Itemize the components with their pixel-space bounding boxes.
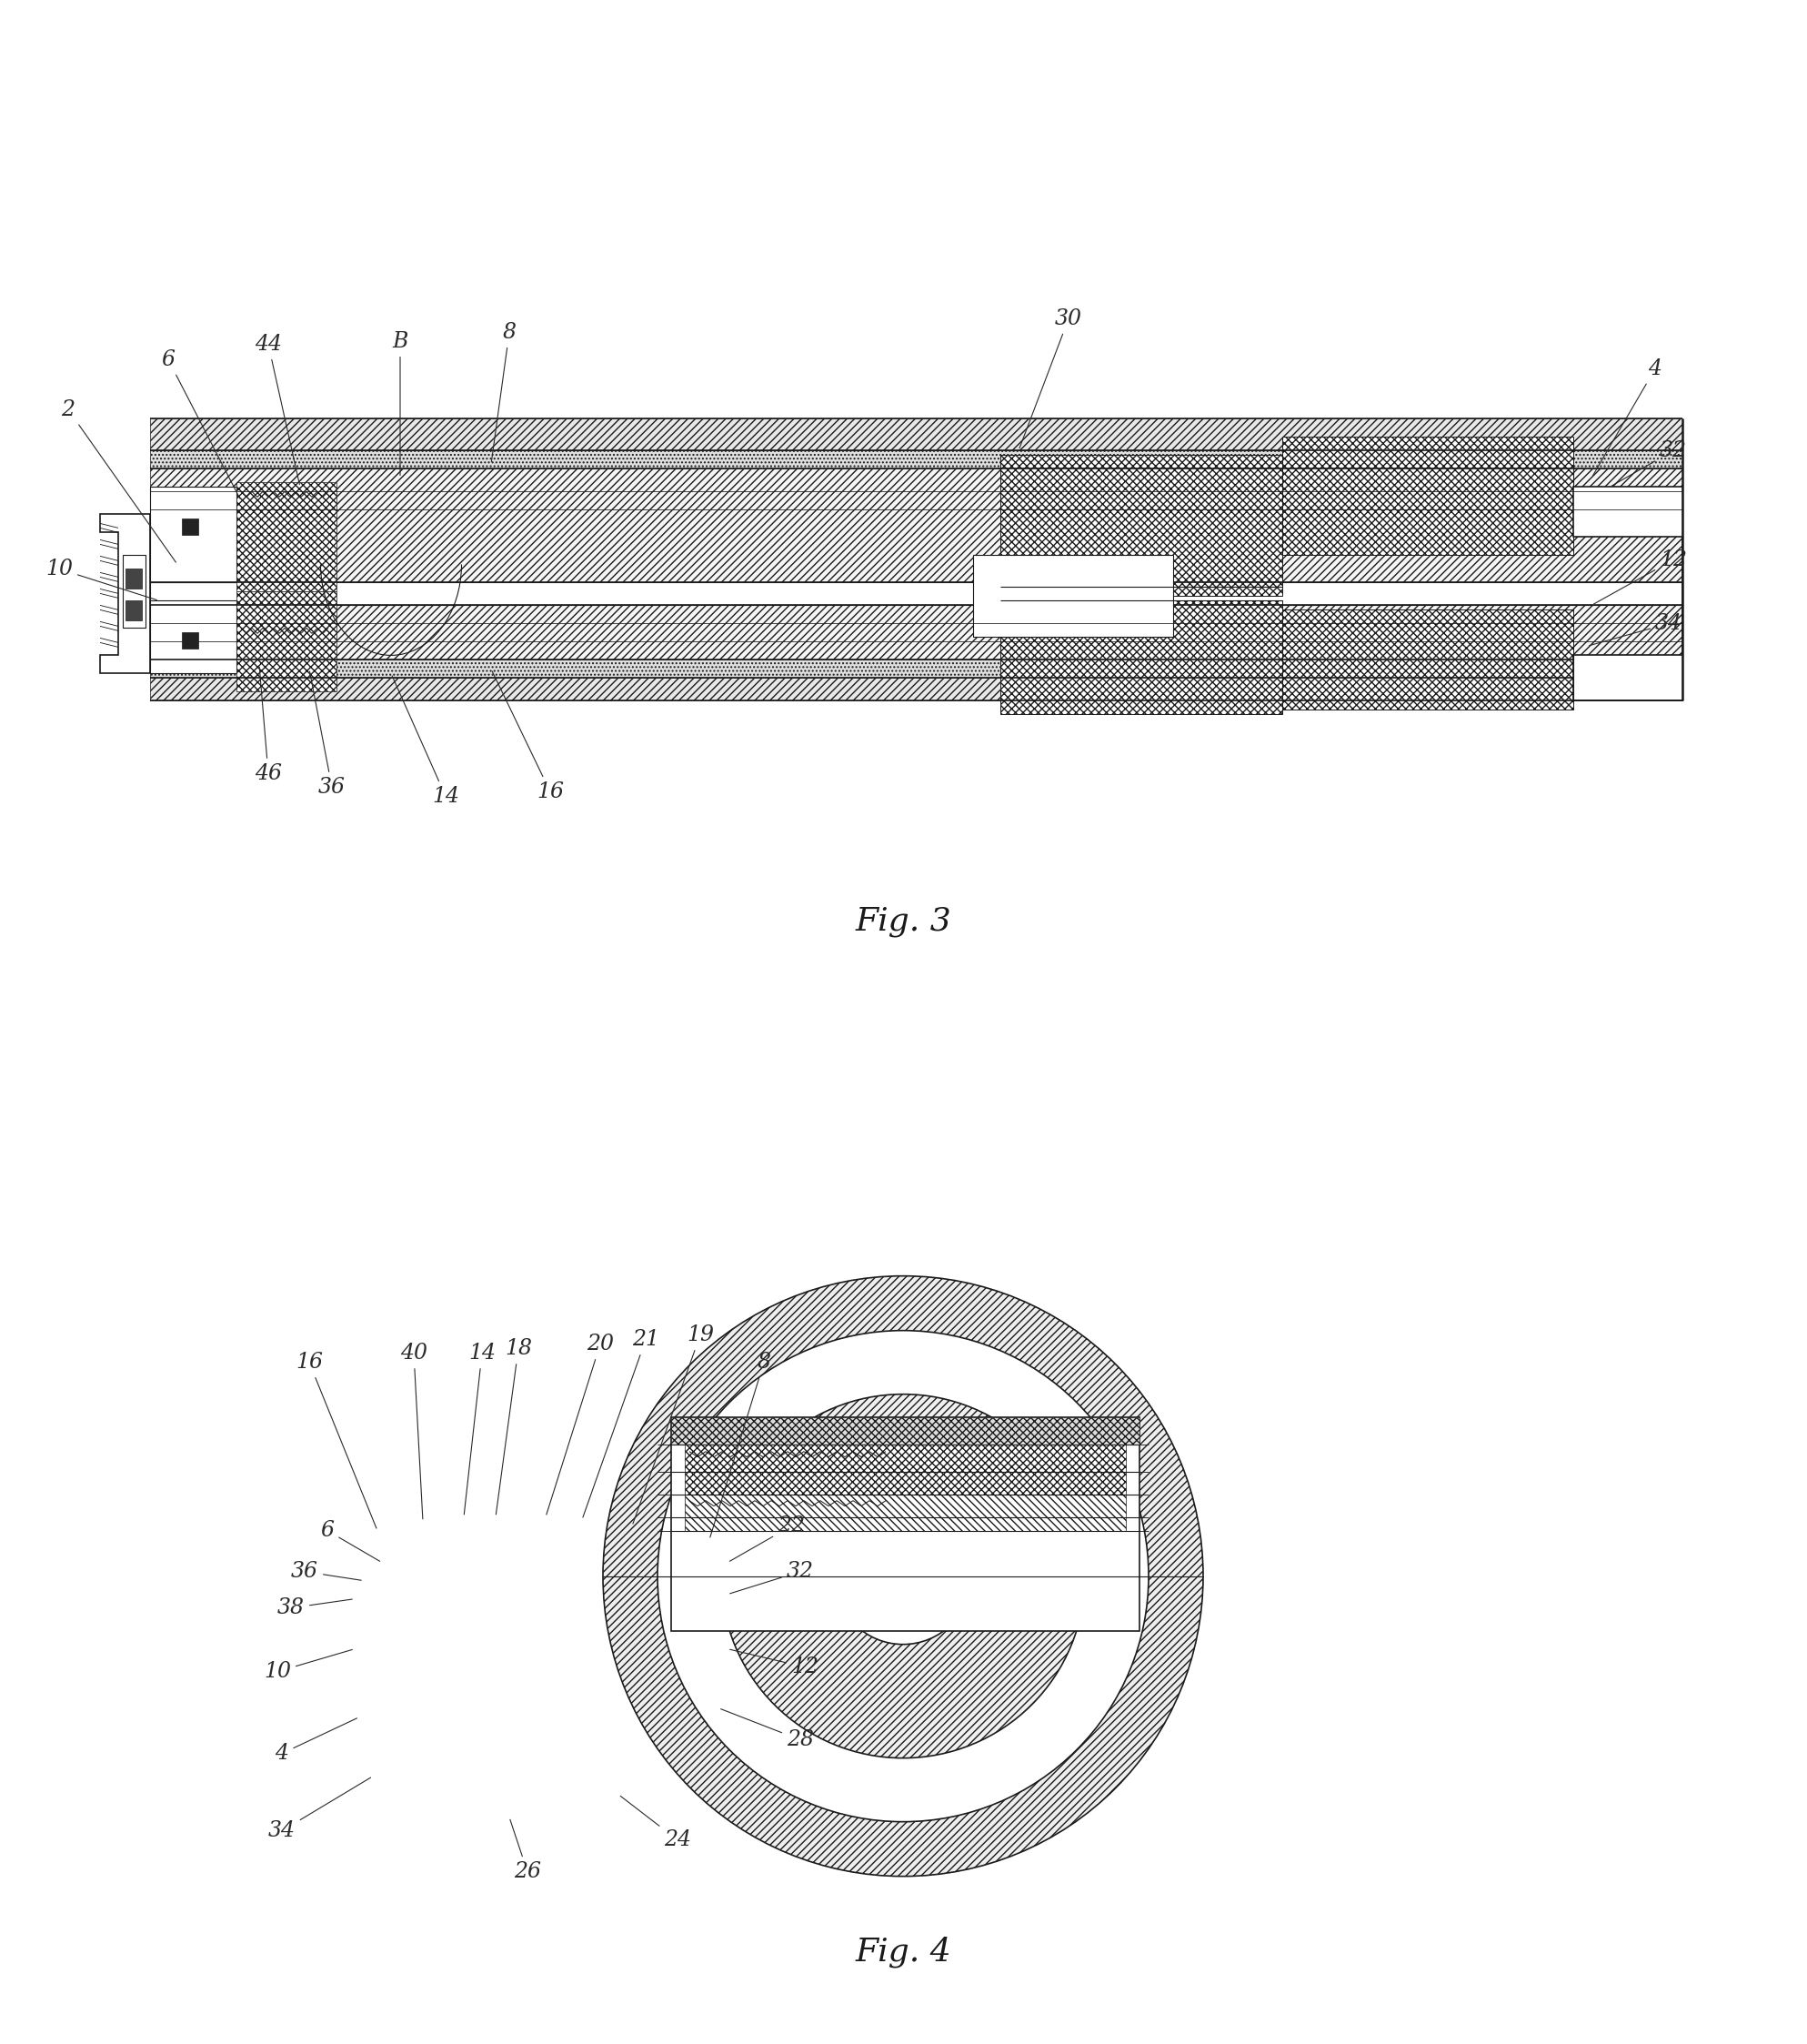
Bar [150, 450, 1682, 468]
Text: 28: 28 [721, 1709, 813, 1750]
Text: Fig. 4: Fig. 4 [855, 1936, 950, 1966]
Bar [237, 482, 336, 591]
Bar [1283, 609, 1574, 709]
Circle shape [721, 1394, 1084, 1758]
Text: 19: 19 [632, 1325, 714, 1523]
Bar [183, 632, 199, 648]
Text: 10: 10 [264, 1650, 352, 1682]
Text: 36: 36 [309, 670, 345, 797]
Bar [670, 1416, 1140, 1445]
Bar [974, 556, 1173, 638]
Text: 20: 20 [546, 1333, 614, 1515]
Text: 34: 34 [267, 1778, 370, 1842]
Circle shape [835, 1508, 970, 1643]
Text: 22: 22 [730, 1517, 804, 1562]
Text: Fig. 3: Fig. 3 [855, 905, 950, 938]
Bar [150, 679, 1682, 701]
Bar [150, 419, 1682, 450]
Text: 8: 8 [492, 321, 517, 462]
Bar [150, 491, 222, 542]
Bar [685, 1445, 1126, 1494]
Bar [685, 1494, 1126, 1531]
Text: 12: 12 [730, 1650, 819, 1678]
Bar [123, 556, 146, 628]
Polygon shape [99, 515, 150, 675]
Text: 6: 6 [161, 350, 240, 499]
Text: 18: 18 [495, 1339, 531, 1515]
Text: 26: 26 [510, 1819, 540, 1883]
Text: 34: 34 [1590, 613, 1682, 646]
Text: 12: 12 [1594, 550, 1688, 605]
Bar [125, 568, 143, 589]
Bar [125, 601, 143, 621]
Bar [150, 605, 222, 656]
Circle shape [658, 1331, 1149, 1821]
Bar [1574, 656, 1682, 701]
Bar [237, 591, 336, 691]
Text: 36: 36 [291, 1562, 361, 1582]
Text: B: B [392, 331, 408, 476]
Bar [1574, 486, 1682, 538]
Bar [150, 486, 237, 583]
Bar [1283, 437, 1574, 556]
Text: 14: 14 [464, 1343, 495, 1515]
Circle shape [604, 1275, 1203, 1876]
Text: 4: 4 [275, 1719, 358, 1764]
Text: 14: 14 [392, 677, 459, 807]
Bar [150, 468, 1682, 583]
Text: 24: 24 [620, 1797, 690, 1850]
Bar [150, 601, 237, 675]
Text: 40: 40 [399, 1343, 428, 1519]
Text: 8: 8 [710, 1351, 772, 1537]
Text: 4: 4 [1592, 358, 1662, 476]
Bar [150, 583, 1682, 605]
Text: 10: 10 [45, 558, 157, 601]
Text: 16: 16 [492, 670, 564, 801]
Bar [1001, 456, 1283, 597]
Bar [150, 605, 1682, 660]
Text: 32: 32 [730, 1562, 813, 1594]
Text: 2: 2 [61, 399, 175, 562]
Text: 16: 16 [296, 1351, 376, 1529]
Bar [670, 1416, 1140, 1631]
Text: 21: 21 [584, 1329, 660, 1517]
Text: 44: 44 [255, 333, 300, 484]
Bar [183, 519, 199, 536]
Text: 32: 32 [1612, 439, 1688, 486]
Text: 6: 6 [320, 1521, 379, 1562]
Text: 30: 30 [1019, 309, 1082, 448]
Text: 46: 46 [255, 666, 282, 785]
Bar [1001, 601, 1283, 715]
Text: 38: 38 [276, 1598, 352, 1619]
Bar [150, 660, 1682, 679]
